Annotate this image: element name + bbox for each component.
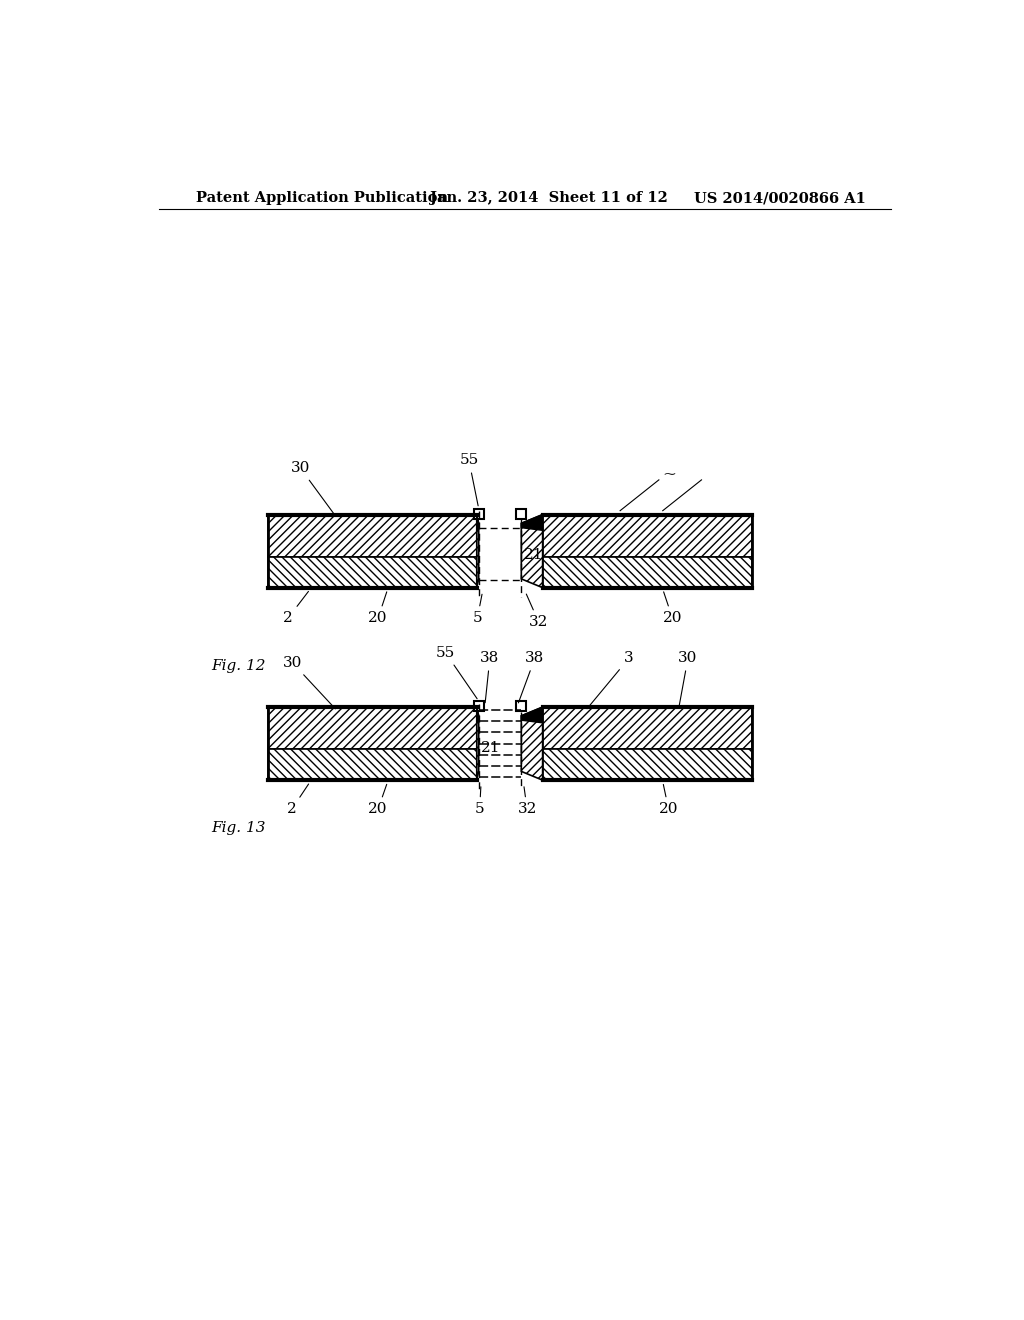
Bar — [267, 750, 477, 780]
Polygon shape — [477, 515, 478, 587]
Text: 5: 5 — [472, 594, 482, 626]
Text: 30: 30 — [291, 461, 336, 516]
Polygon shape — [521, 515, 543, 587]
Text: 55: 55 — [460, 454, 478, 506]
Text: 20: 20 — [663, 591, 682, 626]
Polygon shape — [521, 515, 543, 531]
Bar — [516, 508, 526, 519]
Polygon shape — [521, 708, 543, 723]
Bar — [474, 701, 483, 711]
Text: Fig. 13: Fig. 13 — [212, 821, 266, 836]
Bar — [543, 708, 752, 750]
Polygon shape — [477, 708, 478, 780]
Text: ~: ~ — [663, 465, 677, 482]
Text: 38: 38 — [480, 651, 500, 702]
Text: 55: 55 — [436, 645, 477, 698]
Text: 20: 20 — [369, 591, 388, 626]
Text: 2: 2 — [283, 591, 308, 626]
Text: 20: 20 — [658, 784, 678, 816]
Text: Patent Application Publication: Patent Application Publication — [197, 191, 449, 206]
Text: 38: 38 — [518, 651, 545, 702]
Text: Fig. 12: Fig. 12 — [212, 660, 266, 673]
Text: 2: 2 — [287, 784, 308, 816]
Bar — [267, 515, 477, 557]
Polygon shape — [477, 515, 478, 531]
Text: 32: 32 — [517, 787, 537, 816]
Bar — [267, 557, 477, 587]
Text: 21: 21 — [523, 548, 543, 562]
Bar — [543, 557, 752, 587]
Text: 21: 21 — [481, 741, 501, 755]
Text: 30: 30 — [283, 656, 335, 709]
Bar — [267, 708, 477, 750]
Text: 3: 3 — [587, 651, 634, 709]
Bar — [543, 750, 752, 780]
Bar — [543, 515, 752, 557]
Text: 30: 30 — [678, 651, 697, 708]
Polygon shape — [477, 708, 478, 723]
Text: US 2014/0020866 A1: US 2014/0020866 A1 — [693, 191, 865, 206]
Text: 20: 20 — [369, 784, 388, 816]
Bar — [516, 701, 526, 711]
Text: 5: 5 — [475, 787, 484, 816]
Text: 32: 32 — [526, 594, 549, 630]
Text: Jan. 23, 2014  Sheet 11 of 12: Jan. 23, 2014 Sheet 11 of 12 — [430, 191, 668, 206]
Bar — [474, 508, 483, 519]
Polygon shape — [521, 708, 543, 780]
